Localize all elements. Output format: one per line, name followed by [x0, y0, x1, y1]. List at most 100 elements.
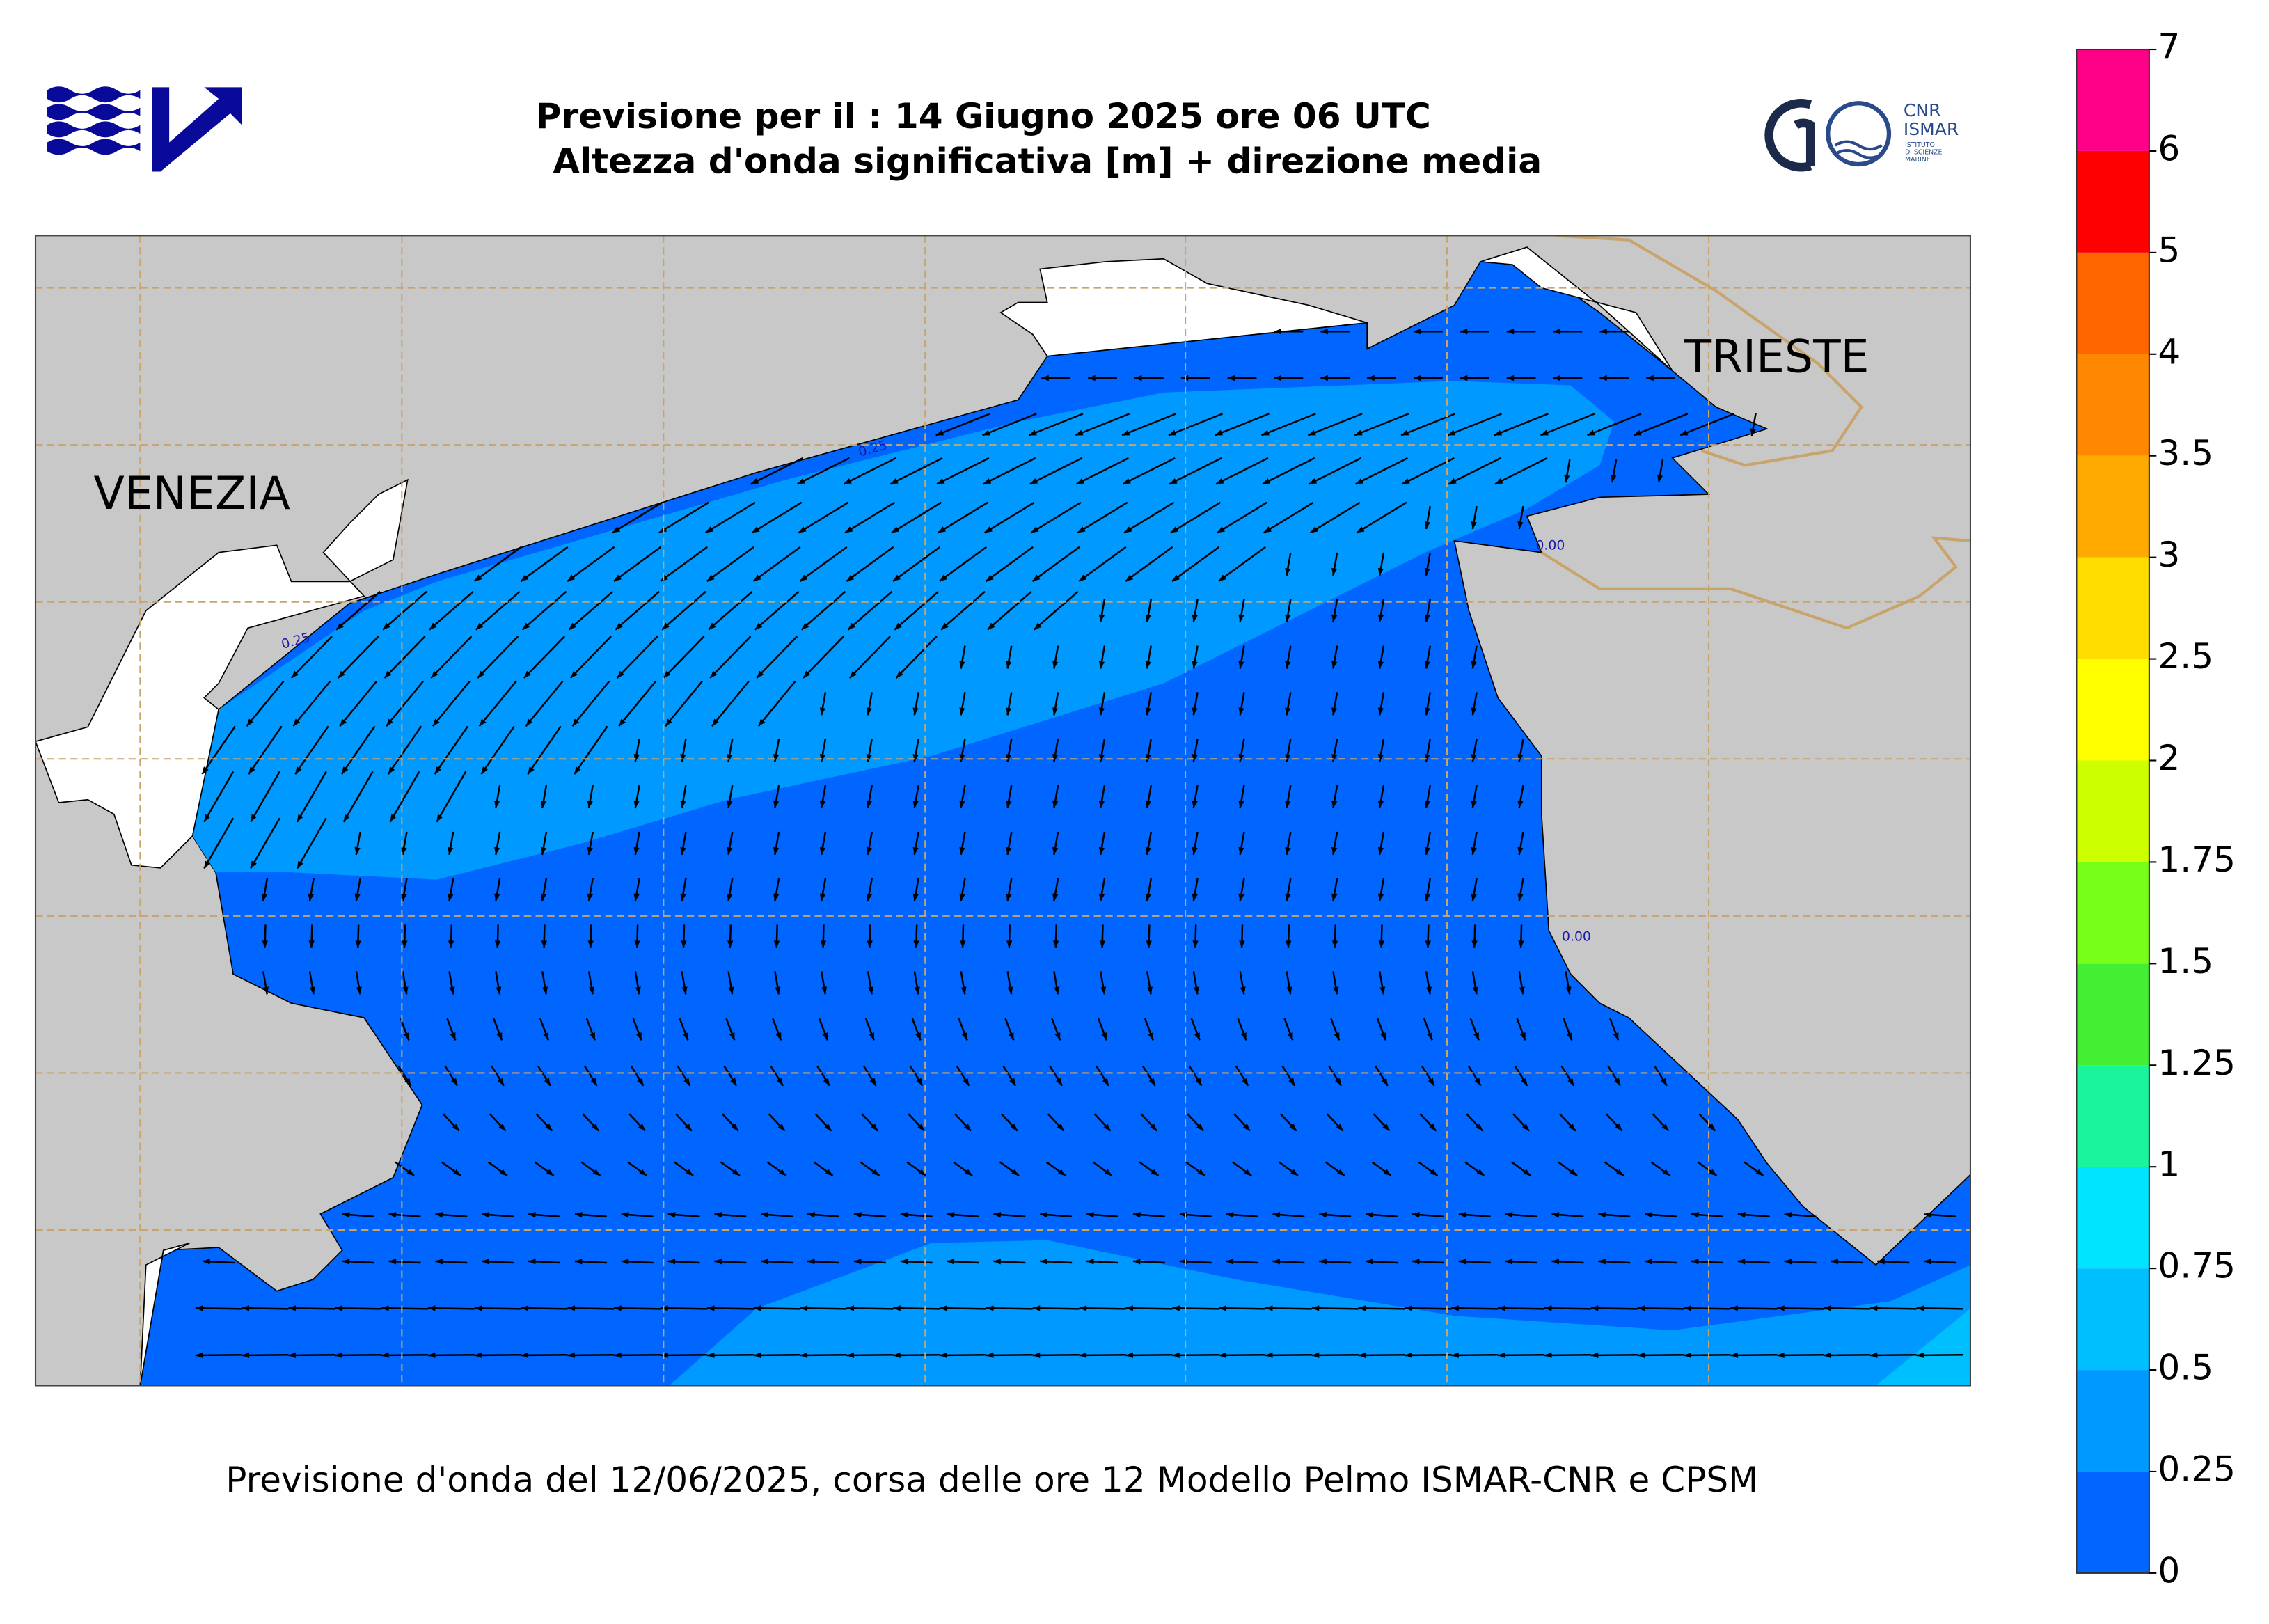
arrow [615, 590, 661, 631]
arrow-head [727, 754, 733, 762]
arrow-head [798, 526, 807, 533]
arrow-head [1102, 1078, 1109, 1086]
arrow-head [871, 1124, 878, 1131]
arrow-head [680, 801, 686, 809]
arrow-head [959, 846, 965, 855]
arrow-head [1366, 1259, 1373, 1265]
arrow [1029, 457, 1083, 485]
arrow [1170, 501, 1222, 534]
arrow-head [1645, 1259, 1652, 1265]
arrow-head [1877, 1259, 1885, 1265]
arrow [292, 680, 331, 727]
arrow-head [1145, 614, 1151, 622]
arrow-head [431, 670, 438, 679]
arrow-head [242, 1305, 250, 1311]
arrow [803, 636, 845, 679]
arrow-head [1540, 429, 1549, 436]
arrow-head [867, 986, 874, 995]
arrow-head [202, 766, 209, 775]
arrow-head [1274, 375, 1281, 381]
arrow-head [1590, 1352, 1599, 1359]
arrow-head [1146, 940, 1152, 948]
arrow-head [1331, 614, 1338, 622]
arrow-head [1494, 429, 1503, 436]
arrow-head [912, 846, 919, 855]
colorbar-band [2076, 150, 2149, 253]
arrow-head [959, 754, 965, 762]
arrow-head [567, 574, 576, 582]
arrow [203, 817, 235, 869]
arrow-head [1750, 428, 1756, 436]
arrow-head [435, 1259, 443, 1265]
arrow [750, 457, 804, 485]
arrow-head [1145, 754, 1151, 762]
arrow-head [1680, 429, 1689, 436]
arrow-head [1006, 707, 1012, 716]
arrow [203, 771, 235, 823]
arrow [1125, 546, 1173, 583]
map-frame [34, 235, 1972, 1387]
arrow [756, 636, 798, 679]
arrow [340, 725, 376, 775]
arrow-head [621, 1212, 629, 1218]
arrow-head [1458, 1212, 1466, 1218]
colorbar-band [2076, 49, 2149, 151]
arrow-head [680, 846, 686, 855]
arrow [1590, 1307, 1638, 1310]
arrow [1633, 413, 1689, 436]
arrow-head [1032, 574, 1041, 582]
place-label: TRIESTE [1684, 331, 1869, 384]
title-line-1: Previsione per il : 14 Giugno 2025 ore 0… [536, 95, 1431, 136]
arrow-head [1052, 940, 1059, 948]
arrow-head [633, 754, 640, 762]
arrow [1215, 457, 1269, 485]
arrow-head [681, 940, 687, 948]
arrow-head [1226, 1259, 1234, 1265]
arrow-head [1216, 478, 1224, 484]
arrow-head [916, 1078, 923, 1086]
arrow-head [1599, 375, 1607, 381]
arrow-head [1099, 940, 1106, 948]
arrow-head [1424, 614, 1430, 622]
arrow-head [807, 1259, 815, 1265]
arrow [706, 1307, 754, 1310]
arrow-head [384, 670, 392, 679]
colorbar-tick-label: 3 [2158, 534, 2180, 575]
arrow-head [1378, 940, 1385, 948]
arrow-head [1336, 1169, 1345, 1176]
colorbar-tick-label: 2.5 [2158, 636, 2213, 677]
arrow-head [342, 1259, 350, 1265]
arrow [706, 546, 754, 583]
colorbar-tick-label: 1.75 [2158, 839, 2236, 880]
footer: Previsione d'onda del 12/06/2025, corsa … [226, 1459, 1758, 1500]
colorbar-band [2076, 862, 2149, 964]
arrow-head [1088, 375, 1096, 381]
logo-text: DI SCIENZE [1905, 148, 1943, 156]
arrow-head [1377, 614, 1384, 622]
arrow-head [1519, 1032, 1526, 1041]
arrow-head [1263, 526, 1272, 533]
arrow-head [941, 622, 949, 630]
arrow [1169, 457, 1222, 485]
arrow [800, 590, 846, 631]
arrow-head [262, 940, 268, 948]
arrow-head [1777, 1305, 1785, 1311]
arrow-head [1334, 1032, 1340, 1041]
arrow [478, 680, 517, 727]
arrow-head [1040, 1259, 1047, 1265]
arrow-head [663, 670, 671, 679]
arrow-head [635, 986, 641, 995]
arrow [1121, 413, 1177, 436]
arrow-head [543, 1032, 549, 1041]
arrow-head [574, 766, 581, 775]
arrow-head [1319, 1212, 1327, 1218]
arrow [1168, 413, 1223, 436]
arrow-head [1331, 707, 1338, 716]
arrow-head [1125, 1352, 1133, 1359]
arrow-head [546, 1169, 554, 1176]
arrow-head [567, 1352, 575, 1359]
arrow-head [1615, 1169, 1624, 1176]
arrow-head [1414, 375, 1421, 381]
arrow-head [1261, 429, 1270, 436]
